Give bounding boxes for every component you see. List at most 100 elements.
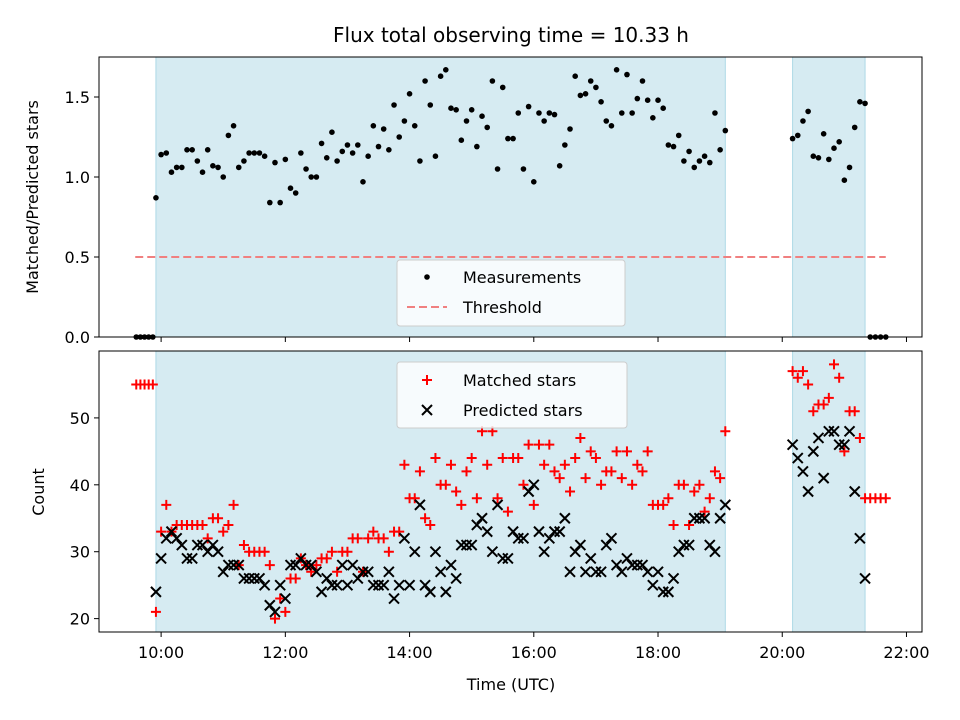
matched-star-point [839, 446, 850, 457]
measurement-point [417, 158, 423, 164]
predicted-star-point [564, 566, 576, 578]
measurement-point [427, 102, 434, 108]
legend-predicted-marker [421, 404, 433, 416]
matched-star-point [513, 453, 524, 464]
predicted-star-point [388, 592, 400, 605]
measurement-point [360, 179, 366, 185]
x-tick-label: 12:00 [262, 643, 308, 662]
predicted-star-point [502, 552, 514, 565]
predicted-star-point [191, 539, 204, 551]
predicted-star-point [403, 579, 416, 591]
predicted-star-point [636, 559, 649, 571]
x-tick-label: 20:00 [759, 643, 805, 662]
measurement-point [794, 132, 801, 139]
measurement-point [717, 147, 723, 153]
predicted-star-point [357, 566, 369, 578]
measurement-point [158, 151, 164, 158]
predicted-star-point [616, 566, 628, 578]
measurement-point [173, 164, 180, 171]
measurement-point [344, 142, 351, 148]
measurement-point [624, 71, 630, 78]
predicted-star-point [181, 552, 193, 565]
matched-star-point [684, 519, 695, 530]
matched-star-point [880, 493, 891, 504]
predicted-star-point [517, 532, 530, 545]
matched-star-point [311, 560, 322, 571]
matched-star-point [580, 473, 591, 484]
predicted-star-point [859, 572, 871, 585]
predicted-star-point [497, 552, 509, 565]
measurement-point [494, 166, 501, 172]
matched-star-point [829, 359, 840, 370]
matched-star-point [792, 372, 803, 383]
predicted-star-point [207, 539, 219, 551]
bottom-y-axis-label: Count [29, 468, 48, 516]
predicted-star-point [662, 586, 675, 598]
predicted-star-point [341, 579, 354, 591]
predicted-star-point [538, 546, 550, 558]
measurement-point [701, 153, 708, 159]
predicted-star-point [807, 445, 820, 458]
measurement-point [194, 158, 201, 164]
predicted-star-point [377, 579, 390, 591]
predicted-star-point [533, 525, 545, 538]
predicted-star-point [698, 512, 711, 524]
measurement-point [593, 84, 599, 91]
matched-star-point [213, 513, 224, 524]
measurement-point [448, 105, 454, 111]
matched-star-point [269, 613, 280, 624]
matched-star-point [559, 459, 570, 470]
count-panel: 20 30 40 50 10:00 12:00 14:00 16:00 18:00 20:00 22… [70, 350, 930, 662]
matched-star-point [575, 432, 586, 443]
predicted-star-point [522, 485, 535, 498]
x-tick-label: 16:00 [511, 643, 557, 662]
matched-star-point [544, 439, 555, 450]
top-shaded-window-1 [792, 57, 866, 337]
bottom-series-1 [150, 425, 871, 618]
matched-star-point [533, 439, 544, 450]
measurement-point [841, 177, 848, 183]
measurement-point [567, 126, 573, 132]
measurement-point [292, 190, 299, 196]
matched-star-point [808, 406, 819, 417]
measurement-point [442, 67, 449, 73]
measurement-point [267, 199, 273, 206]
measurement-point [204, 147, 211, 153]
matched-star-point [197, 519, 208, 530]
measurement-point [639, 78, 646, 84]
matched-star-point [342, 546, 353, 557]
matched-star-point [368, 526, 379, 537]
top-y-axis-label: Matched/Predicted stars [23, 100, 42, 294]
measurement-point [665, 142, 672, 148]
matched-star-point [228, 499, 239, 510]
matched-star-point [383, 546, 394, 557]
predicted-star-point [248, 572, 260, 585]
measurement-point [241, 158, 247, 164]
predicted-star-point [647, 579, 659, 591]
predicted-star-point [704, 539, 716, 551]
predicted-star-point [843, 425, 856, 437]
x-tick-label: 18:00 [635, 643, 681, 662]
predicted-star-point [621, 552, 633, 565]
measurement-point [826, 156, 832, 163]
matched-star-point [352, 533, 363, 544]
measurement-point [857, 99, 863, 105]
matched-star-point [420, 513, 431, 524]
matched-star-point [818, 399, 829, 410]
matched-star-point [627, 479, 638, 490]
predicted-star-point [445, 559, 457, 571]
matched-star-point [218, 526, 229, 537]
predicted-star-point [289, 559, 302, 571]
predicted-star-point [600, 539, 612, 551]
matched-star-point [523, 439, 534, 450]
measurement-point [235, 164, 242, 171]
predicted-star-point [300, 559, 312, 571]
measurement-point [432, 153, 439, 159]
measurement-point [562, 142, 568, 148]
predicted-star-point [610, 559, 623, 571]
predicted-star-point [471, 519, 483, 531]
matched-star-point [161, 499, 172, 510]
measurement-point [696, 158, 703, 164]
matched-star-point [518, 479, 529, 490]
matched-star-point [590, 453, 601, 464]
